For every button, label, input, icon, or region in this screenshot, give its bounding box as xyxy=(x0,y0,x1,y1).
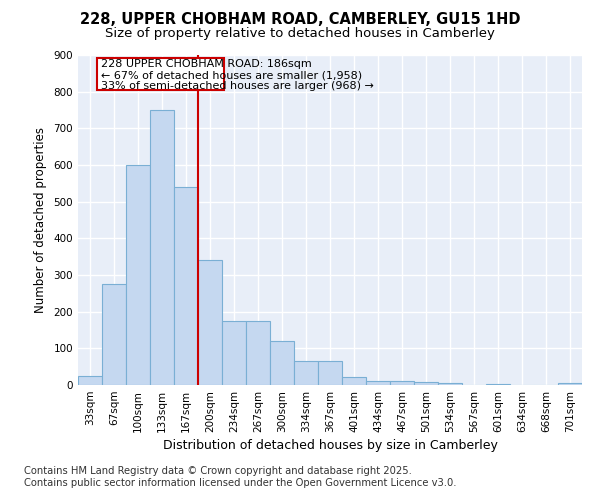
Bar xyxy=(150,110,174,385)
Bar xyxy=(222,321,246,385)
Text: Contains HM Land Registry data © Crown copyright and database right 2025.
Contai: Contains HM Land Registry data © Crown c… xyxy=(24,466,457,487)
Bar xyxy=(558,383,582,385)
Bar xyxy=(414,382,438,385)
Bar xyxy=(366,382,390,385)
Bar xyxy=(174,187,198,385)
Bar xyxy=(318,361,342,385)
Y-axis label: Number of detached properties: Number of detached properties xyxy=(34,127,47,313)
Bar xyxy=(342,377,366,385)
Bar xyxy=(486,384,510,385)
Bar xyxy=(102,284,126,385)
X-axis label: Distribution of detached houses by size in Camberley: Distribution of detached houses by size … xyxy=(163,439,497,452)
Bar xyxy=(270,341,294,385)
Bar xyxy=(78,376,102,385)
Bar xyxy=(390,382,414,385)
Bar xyxy=(294,361,318,385)
Bar xyxy=(198,260,222,385)
Bar xyxy=(438,383,462,385)
Bar xyxy=(246,321,270,385)
Text: 33% of semi-detached houses are larger (968) →: 33% of semi-detached houses are larger (… xyxy=(101,81,374,91)
Text: 228 UPPER CHOBHAM ROAD: 186sqm: 228 UPPER CHOBHAM ROAD: 186sqm xyxy=(101,60,311,70)
Text: Size of property relative to detached houses in Camberley: Size of property relative to detached ho… xyxy=(105,28,495,40)
Bar xyxy=(126,165,150,385)
Bar xyxy=(97,58,224,90)
Text: 228, UPPER CHOBHAM ROAD, CAMBERLEY, GU15 1HD: 228, UPPER CHOBHAM ROAD, CAMBERLEY, GU15… xyxy=(80,12,520,28)
Text: ← 67% of detached houses are smaller (1,958): ← 67% of detached houses are smaller (1,… xyxy=(101,70,362,80)
